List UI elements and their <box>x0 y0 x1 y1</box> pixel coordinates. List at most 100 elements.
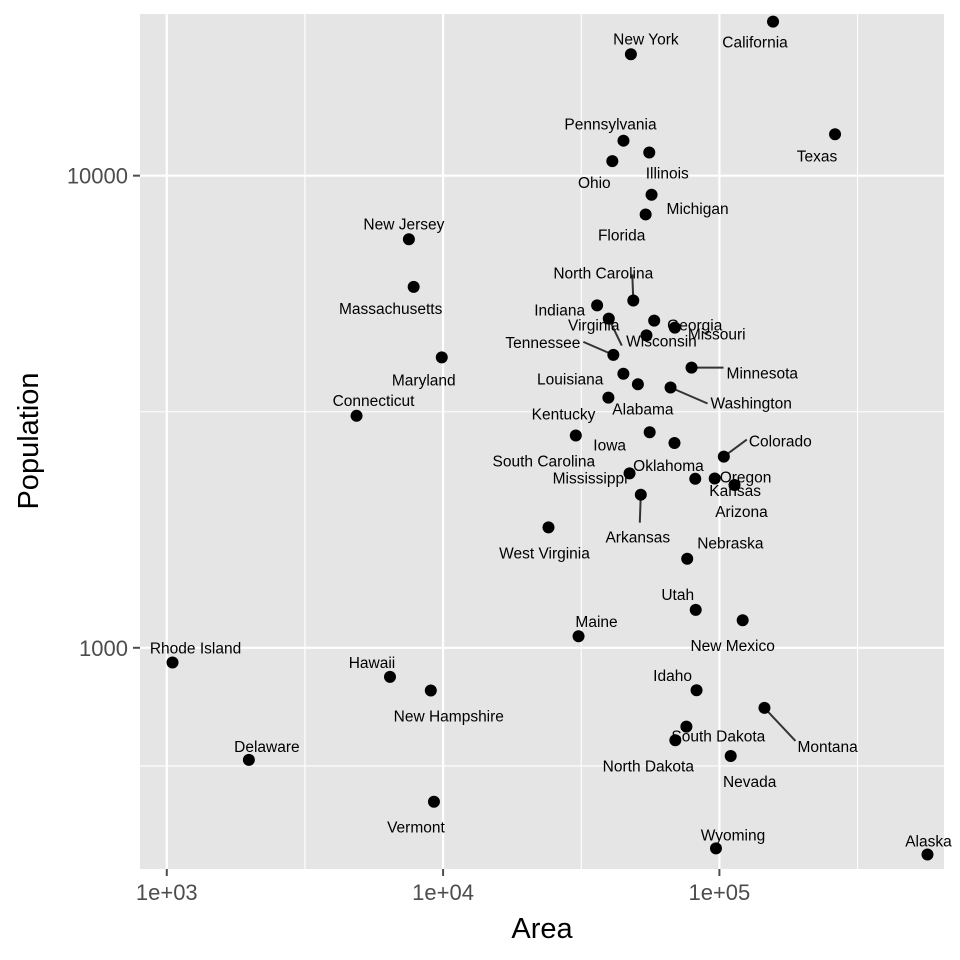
point-maryland <box>435 351 448 364</box>
point-florida <box>639 208 652 221</box>
point-kentucky <box>602 391 615 404</box>
point-montana <box>758 701 771 714</box>
point-colorado <box>717 450 730 463</box>
point-alaska <box>921 848 934 861</box>
x-axis-title: Area <box>511 913 573 945</box>
point-label-iowa: Iowa <box>593 437 626 454</box>
point-label-texas: Texas <box>797 148 838 165</box>
point-label-georgia: Georgia <box>667 318 723 335</box>
leader-line-montana <box>763 707 797 742</box>
point-label-oklahoma: Oklahoma <box>633 458 704 475</box>
point-utah <box>689 603 702 616</box>
point-north-dakota <box>669 734 682 747</box>
point-label-tennessee: Tennessee <box>505 335 580 352</box>
point-label-new-hampshire: New Hampshire <box>394 708 504 725</box>
point-label-south-dakota: South Dakota <box>671 729 765 746</box>
point-label-new-mexico: New Mexico <box>690 638 774 655</box>
axis-ticks <box>133 174 721 876</box>
point-label-oregon: Oregon <box>720 469 772 486</box>
point-missouri <box>668 321 681 334</box>
point-pennsylvania <box>617 134 630 147</box>
point-nebraska <box>681 552 694 565</box>
point-nevada <box>724 749 737 762</box>
point-idaho <box>690 684 703 697</box>
point-label-nevada: Nevada <box>723 774 777 791</box>
point-wyoming <box>709 842 722 855</box>
point-north-carolina <box>627 294 640 307</box>
point-washington <box>664 381 677 394</box>
x-tick-label: 1e+03 <box>136 880 198 905</box>
point-label-mississippi: Mississippi <box>553 470 628 487</box>
point-vermont <box>427 795 440 808</box>
point-virginia <box>602 312 615 325</box>
point-west-virginia <box>542 521 555 534</box>
point-labels: Alabama Alaska Arizona Arkansas California Co… <box>150 31 952 850</box>
point-south-carolina <box>569 429 582 442</box>
point-label-hawaii: Hawaii <box>349 655 396 672</box>
point-georgia <box>648 314 661 327</box>
point-label-west-virginia: West Virginia <box>499 545 590 562</box>
leader-line-washington <box>670 386 708 405</box>
point-michigan <box>645 188 658 201</box>
point-label-massachusetts: Massachusetts <box>339 301 443 318</box>
point-label-washington: Washington <box>711 395 792 412</box>
point-label-kansas: Kansas <box>709 483 761 500</box>
point-label-maryland: Maryland <box>392 372 456 389</box>
point-kansas <box>689 472 702 485</box>
point-mississippi <box>623 467 636 480</box>
point-new-mexico <box>736 614 749 627</box>
point-label-montana: Montana <box>797 739 858 756</box>
tick-labels: 1e+03 1e+04 1e+05 1000 10000 <box>67 164 750 905</box>
point-arkansas <box>634 488 647 501</box>
plot-panel <box>140 14 944 869</box>
point-louisiana <box>617 367 630 380</box>
point-illinois <box>643 146 656 159</box>
point-wisconsin <box>640 329 653 342</box>
point-label-louisiana: Louisiana <box>537 372 604 389</box>
point-label-alaska: Alaska <box>905 833 952 850</box>
point-label-colorado: Colorado <box>749 434 812 451</box>
point-delaware <box>242 753 255 766</box>
point-new-jersey <box>402 233 415 246</box>
point-california <box>767 15 780 28</box>
point-label-north-carolina: North Carolina <box>553 265 653 282</box>
point-iowa <box>643 426 656 439</box>
point-label-north-dakota: North Dakota <box>603 758 695 775</box>
point-label-vermont: Vermont <box>387 820 445 837</box>
point-label-delaware: Delaware <box>234 739 299 756</box>
point-label-connecticut: Connecticut <box>333 393 416 410</box>
point-label-pennsylvania: Pennsylvania <box>564 117 657 134</box>
point-label-idaho: Idaho <box>653 668 692 685</box>
point-label-illinois: Illinois <box>646 165 689 182</box>
point-label-new-jersey: New Jersey <box>363 216 444 233</box>
point-new-york <box>624 48 637 61</box>
point-label-kentucky: Kentucky <box>532 407 596 424</box>
y-axis-title: Population <box>13 372 45 509</box>
point-label-south-carolina: South Carolina <box>493 454 596 471</box>
point-indiana <box>591 299 604 312</box>
point-alabama <box>631 378 644 391</box>
point-tennessee <box>607 348 620 361</box>
point-texas <box>829 128 842 141</box>
point-arizona <box>728 479 741 492</box>
point-label-california: California <box>722 35 788 52</box>
point-label-missouri: Missouri <box>688 327 746 344</box>
point-massachusetts <box>407 280 420 293</box>
point-label-florida: Florida <box>598 227 646 244</box>
point-label-maine: Maine <box>575 614 617 631</box>
point-label-arkansas: Arkansas <box>605 530 670 547</box>
point-label-michigan: Michigan <box>667 201 729 218</box>
point-maine <box>572 630 585 643</box>
point-connecticut <box>350 409 363 422</box>
point-ohio <box>606 155 619 168</box>
point-label-nebraska: Nebraska <box>697 536 764 553</box>
y-tick-label: 10000 <box>67 164 128 189</box>
data-points <box>166 15 934 861</box>
x-tick-label: 1e+04 <box>412 880 474 905</box>
major-gridlines <box>140 14 944 869</box>
point-label-new-york: New York <box>613 31 679 48</box>
point-label-virginia: Virginia <box>568 318 620 335</box>
y-tick-label: 1000 <box>79 636 128 661</box>
point-label-rhode-island: Rhode Island <box>150 640 241 657</box>
point-hawaii <box>383 670 396 683</box>
